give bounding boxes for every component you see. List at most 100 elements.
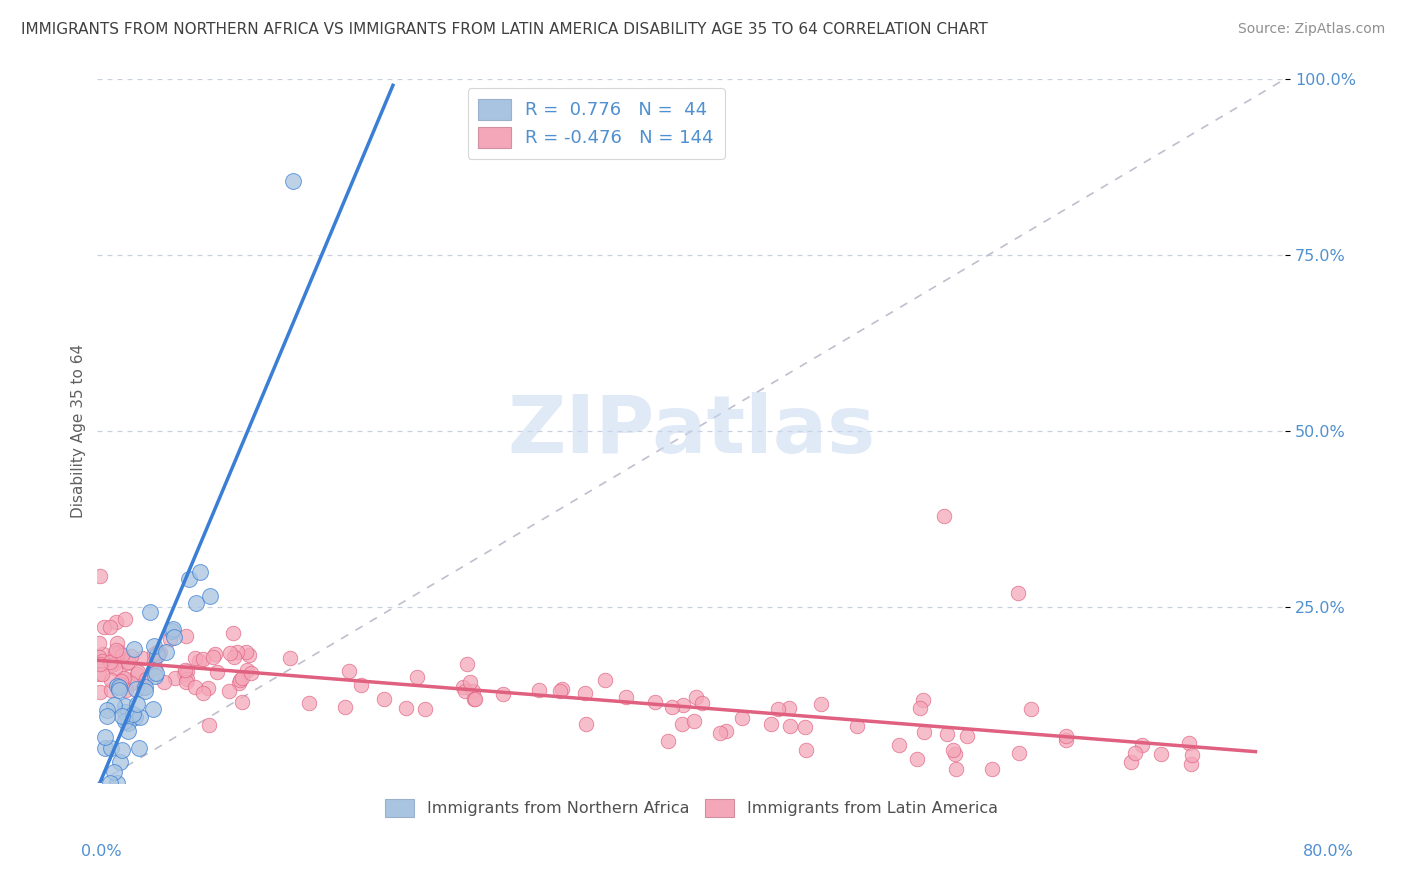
Point <box>231 695 253 709</box>
Point <box>235 664 257 678</box>
Point <box>231 672 253 686</box>
Point <box>146 646 169 660</box>
Point <box>492 687 515 701</box>
Point <box>105 679 128 693</box>
Point <box>117 656 139 670</box>
Point <box>219 646 242 660</box>
Point <box>98 776 121 790</box>
Point <box>794 720 817 734</box>
Point <box>226 645 249 659</box>
Point <box>174 663 197 677</box>
Point <box>593 673 616 687</box>
Point <box>89 657 111 671</box>
Point <box>103 765 125 780</box>
Point <box>96 709 118 723</box>
Point <box>644 695 666 709</box>
Point <box>551 681 574 696</box>
Point <box>159 632 181 647</box>
Point <box>114 714 136 729</box>
Point <box>458 675 481 690</box>
Point <box>108 755 131 769</box>
Point <box>1150 747 1173 762</box>
Point <box>148 646 170 660</box>
Point <box>135 673 157 687</box>
Point <box>1130 738 1153 752</box>
Point <box>956 729 979 743</box>
Text: Source: ZipAtlas.com: Source: ZipAtlas.com <box>1237 22 1385 37</box>
Point <box>110 674 132 689</box>
Point <box>283 174 305 188</box>
Point <box>197 681 219 695</box>
Point <box>103 657 125 672</box>
Point <box>120 649 142 664</box>
Point <box>121 706 143 721</box>
Point <box>912 693 935 707</box>
Point <box>548 683 571 698</box>
Point <box>672 698 695 712</box>
Point <box>188 566 211 580</box>
Point <box>108 681 131 695</box>
Point <box>94 740 117 755</box>
Point <box>184 651 207 665</box>
Point <box>117 655 139 669</box>
Point <box>661 700 683 714</box>
Text: 0.0%: 0.0% <box>82 845 121 859</box>
Point <box>125 682 148 697</box>
Point <box>98 620 121 634</box>
Point <box>1019 702 1042 716</box>
Point <box>461 683 484 698</box>
Point <box>945 762 967 776</box>
Point <box>464 692 486 706</box>
Point <box>117 715 139 730</box>
Point <box>90 667 112 681</box>
Point <box>1180 756 1202 771</box>
Point <box>105 636 128 650</box>
Point <box>198 589 221 603</box>
Point <box>943 747 966 762</box>
Point <box>779 719 801 733</box>
Point <box>1125 746 1147 760</box>
Point <box>114 612 136 626</box>
Point <box>204 647 226 661</box>
Text: ZIPatlas: ZIPatlas <box>508 392 876 470</box>
Point <box>759 717 782 731</box>
Point <box>413 702 436 716</box>
Point <box>131 651 153 665</box>
Point <box>117 724 139 739</box>
Text: IMMIGRANTS FROM NORTHERN AFRICA VS IMMIGRANTS FROM LATIN AMERICA DISABILITY AGE : IMMIGRANTS FROM NORTHERN AFRICA VS IMMIG… <box>21 22 988 37</box>
Point <box>184 596 207 610</box>
Point <box>229 673 252 687</box>
Point <box>104 646 127 660</box>
Point <box>1054 733 1077 747</box>
Point <box>337 664 360 678</box>
Point <box>887 738 910 752</box>
Point <box>616 690 638 704</box>
Point <box>100 682 122 697</box>
Point <box>124 641 146 656</box>
Point <box>187 654 209 668</box>
Point <box>142 648 165 662</box>
Point <box>134 680 156 694</box>
Point <box>222 626 245 640</box>
Point <box>104 661 127 675</box>
Point <box>145 665 167 680</box>
Point <box>932 508 955 523</box>
Point <box>98 655 121 669</box>
Point <box>350 678 373 692</box>
Point <box>100 741 122 756</box>
Point <box>731 711 754 725</box>
Point <box>176 664 198 678</box>
Point <box>110 709 132 723</box>
Point <box>138 605 160 619</box>
Point <box>453 680 475 694</box>
Point <box>193 652 215 666</box>
Point <box>905 751 928 765</box>
Point <box>146 645 169 659</box>
Point <box>103 653 125 667</box>
Point <box>766 702 789 716</box>
Point <box>845 718 868 732</box>
Point <box>127 665 149 680</box>
Point <box>128 740 150 755</box>
Point <box>91 648 114 662</box>
Point <box>529 682 551 697</box>
